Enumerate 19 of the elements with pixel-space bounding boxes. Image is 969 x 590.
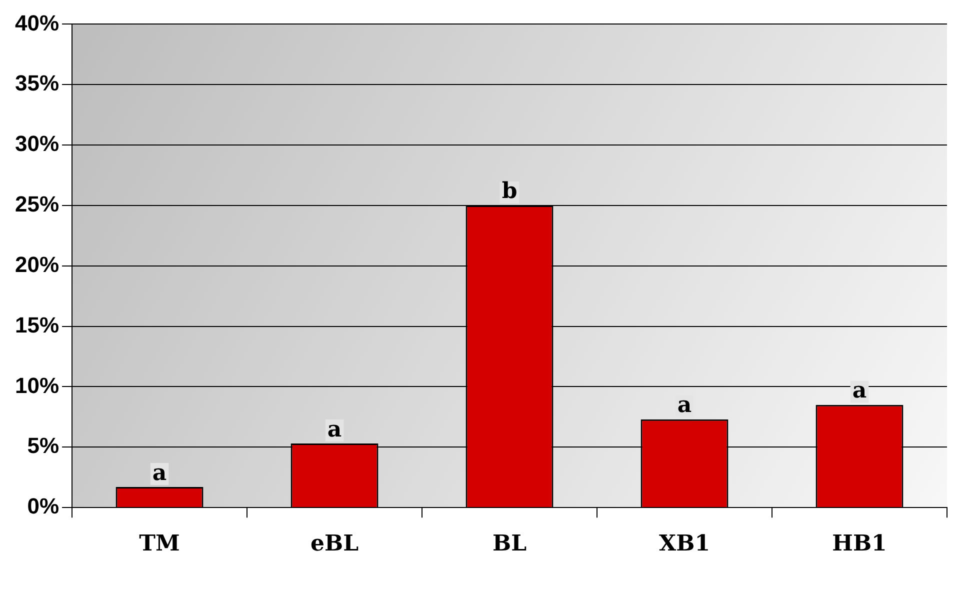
x-tick-label: TM (139, 530, 180, 557)
y-tick-label: 5% (27, 433, 60, 458)
annotation: a (152, 460, 167, 486)
annotation: a (327, 416, 342, 442)
annotation: a (852, 378, 867, 404)
x-tick-label: XB1 (659, 530, 710, 557)
y-tick-label: 40% (14, 10, 60, 36)
x-tick-label: BL (492, 530, 527, 557)
x-tick-label: eBL (310, 530, 359, 557)
annotation: b (502, 178, 518, 204)
y-tick-label: 10% (14, 372, 60, 398)
y-tick-label: 30% (14, 131, 60, 156)
x-tick-label: HB1 (832, 530, 887, 557)
y-tick-label: 25% (14, 192, 60, 217)
y-tick-label: 20% (14, 252, 60, 277)
annotation: a (677, 392, 692, 418)
y-tick-label: 15% (14, 312, 60, 338)
y-tick-label: 35% (14, 70, 60, 96)
y-tick-label: 0% (27, 494, 60, 519)
